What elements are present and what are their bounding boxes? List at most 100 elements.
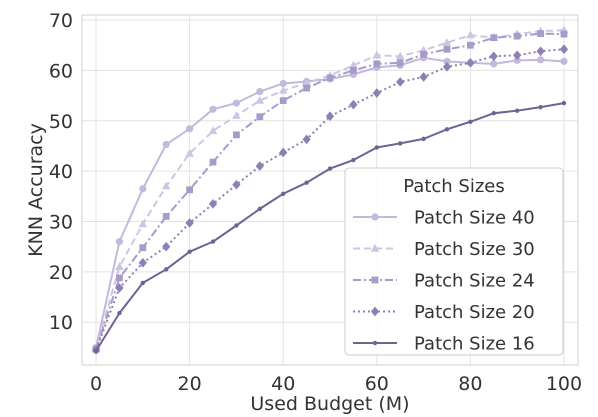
x-tick-label: 20 bbox=[178, 373, 202, 395]
data-point bbox=[161, 181, 171, 190]
data-point bbox=[466, 30, 475, 39]
legend-entry: Patch Size 40 bbox=[353, 208, 535, 229]
legend-marker bbox=[372, 340, 378, 346]
data-point bbox=[351, 157, 356, 163]
data-point bbox=[139, 244, 147, 252]
data-point bbox=[186, 125, 194, 133]
legend-label: Patch Size 16 bbox=[414, 334, 535, 355]
data-point bbox=[187, 249, 192, 254]
data-point bbox=[115, 262, 124, 270]
data-point bbox=[162, 241, 171, 252]
data-point bbox=[279, 79, 287, 88]
x-tick-label: 40 bbox=[271, 373, 295, 395]
data-point bbox=[420, 50, 427, 58]
data-point bbox=[281, 191, 286, 196]
data-point bbox=[232, 99, 241, 107]
data-point bbox=[304, 180, 309, 185]
y-tick-label: 50 bbox=[49, 111, 73, 133]
data-point bbox=[139, 185, 147, 193]
data-point bbox=[279, 147, 288, 158]
y-tick-label: 10 bbox=[49, 312, 73, 334]
data-point bbox=[327, 166, 333, 171]
data-point bbox=[349, 99, 358, 110]
data-point bbox=[278, 85, 288, 94]
data-point bbox=[489, 51, 498, 62]
data-point bbox=[138, 257, 147, 268]
data-point bbox=[513, 32, 521, 40]
data-point bbox=[442, 62, 452, 72]
data-point bbox=[233, 131, 240, 139]
data-point bbox=[373, 60, 381, 68]
series-line bbox=[95, 48, 565, 351]
y-tick-label: 60 bbox=[49, 60, 73, 82]
data-point bbox=[210, 239, 216, 244]
data-point bbox=[256, 113, 264, 121]
legend-entry: Patch Size 20 bbox=[353, 302, 535, 323]
legend-entry: Patch Size 16 bbox=[353, 334, 535, 355]
data-point bbox=[116, 274, 123, 282]
legend-label: Patch Size 30 bbox=[414, 239, 535, 260]
legend-marker bbox=[371, 276, 379, 284]
data-point bbox=[93, 348, 99, 354]
series-4 bbox=[91, 44, 569, 355]
data-point bbox=[232, 179, 241, 190]
data-point bbox=[444, 127, 450, 132]
series-5 bbox=[93, 100, 567, 354]
data-point bbox=[395, 51, 405, 60]
data-point bbox=[185, 148, 194, 157]
data-point bbox=[560, 30, 568, 38]
data-point bbox=[256, 87, 264, 96]
y-axis-title: KNN Accuracy bbox=[25, 123, 47, 257]
data-point bbox=[537, 30, 544, 38]
data-point bbox=[490, 34, 498, 42]
data-point bbox=[468, 119, 473, 124]
data-point bbox=[208, 199, 218, 209]
data-point bbox=[325, 111, 335, 122]
legend-marker bbox=[371, 213, 379, 221]
data-point bbox=[138, 219, 148, 228]
x-tick-labels: 0 20 40 60 80 100 bbox=[90, 373, 582, 395]
data-point bbox=[209, 158, 217, 166]
y-tick-labels: 10 20 30 40 50 60 70 bbox=[49, 10, 73, 334]
data-point bbox=[443, 45, 451, 53]
data-point bbox=[255, 95, 265, 104]
data-point bbox=[374, 145, 379, 150]
legend-box bbox=[344, 167, 564, 356]
y-tick-label: 40 bbox=[49, 161, 73, 183]
data-point bbox=[372, 88, 381, 98]
y-tick-label: 20 bbox=[49, 262, 73, 284]
legend-label: Patch Size 40 bbox=[414, 208, 535, 229]
legend-marker bbox=[370, 243, 380, 252]
data-point bbox=[115, 238, 124, 246]
data-point bbox=[538, 104, 543, 110]
data-point bbox=[536, 56, 545, 64]
x-tick-label: 100 bbox=[546, 373, 582, 395]
data-point bbox=[513, 50, 522, 61]
data-point bbox=[302, 134, 311, 145]
y-tick-label: 30 bbox=[49, 211, 73, 233]
data-point bbox=[303, 84, 311, 92]
series-layer bbox=[91, 25, 569, 355]
x-tick-label: 80 bbox=[458, 373, 482, 395]
data-point bbox=[372, 50, 382, 59]
series-line bbox=[95, 29, 565, 349]
legend-label: Patch Size 20 bbox=[414, 302, 535, 323]
data-point bbox=[396, 59, 404, 67]
data-point bbox=[279, 97, 287, 105]
data-point bbox=[117, 310, 122, 316]
data-point bbox=[397, 141, 403, 146]
x-axis-title: Used Budget (M) bbox=[250, 393, 409, 415]
data-point bbox=[162, 140, 170, 149]
data-point bbox=[208, 126, 218, 135]
x-tick-label: 60 bbox=[365, 373, 389, 395]
data-point bbox=[232, 111, 241, 119]
y-tick-label: 70 bbox=[49, 10, 73, 32]
data-point bbox=[466, 58, 475, 68]
data-point bbox=[419, 72, 428, 82]
data-point bbox=[421, 136, 426, 142]
data-point bbox=[442, 38, 452, 46]
legend-entry: Patch Size 30 bbox=[353, 239, 535, 260]
data-point bbox=[185, 218, 194, 228]
legend-entry: Patch Size 24 bbox=[353, 271, 535, 292]
legend-marker bbox=[370, 306, 380, 317]
